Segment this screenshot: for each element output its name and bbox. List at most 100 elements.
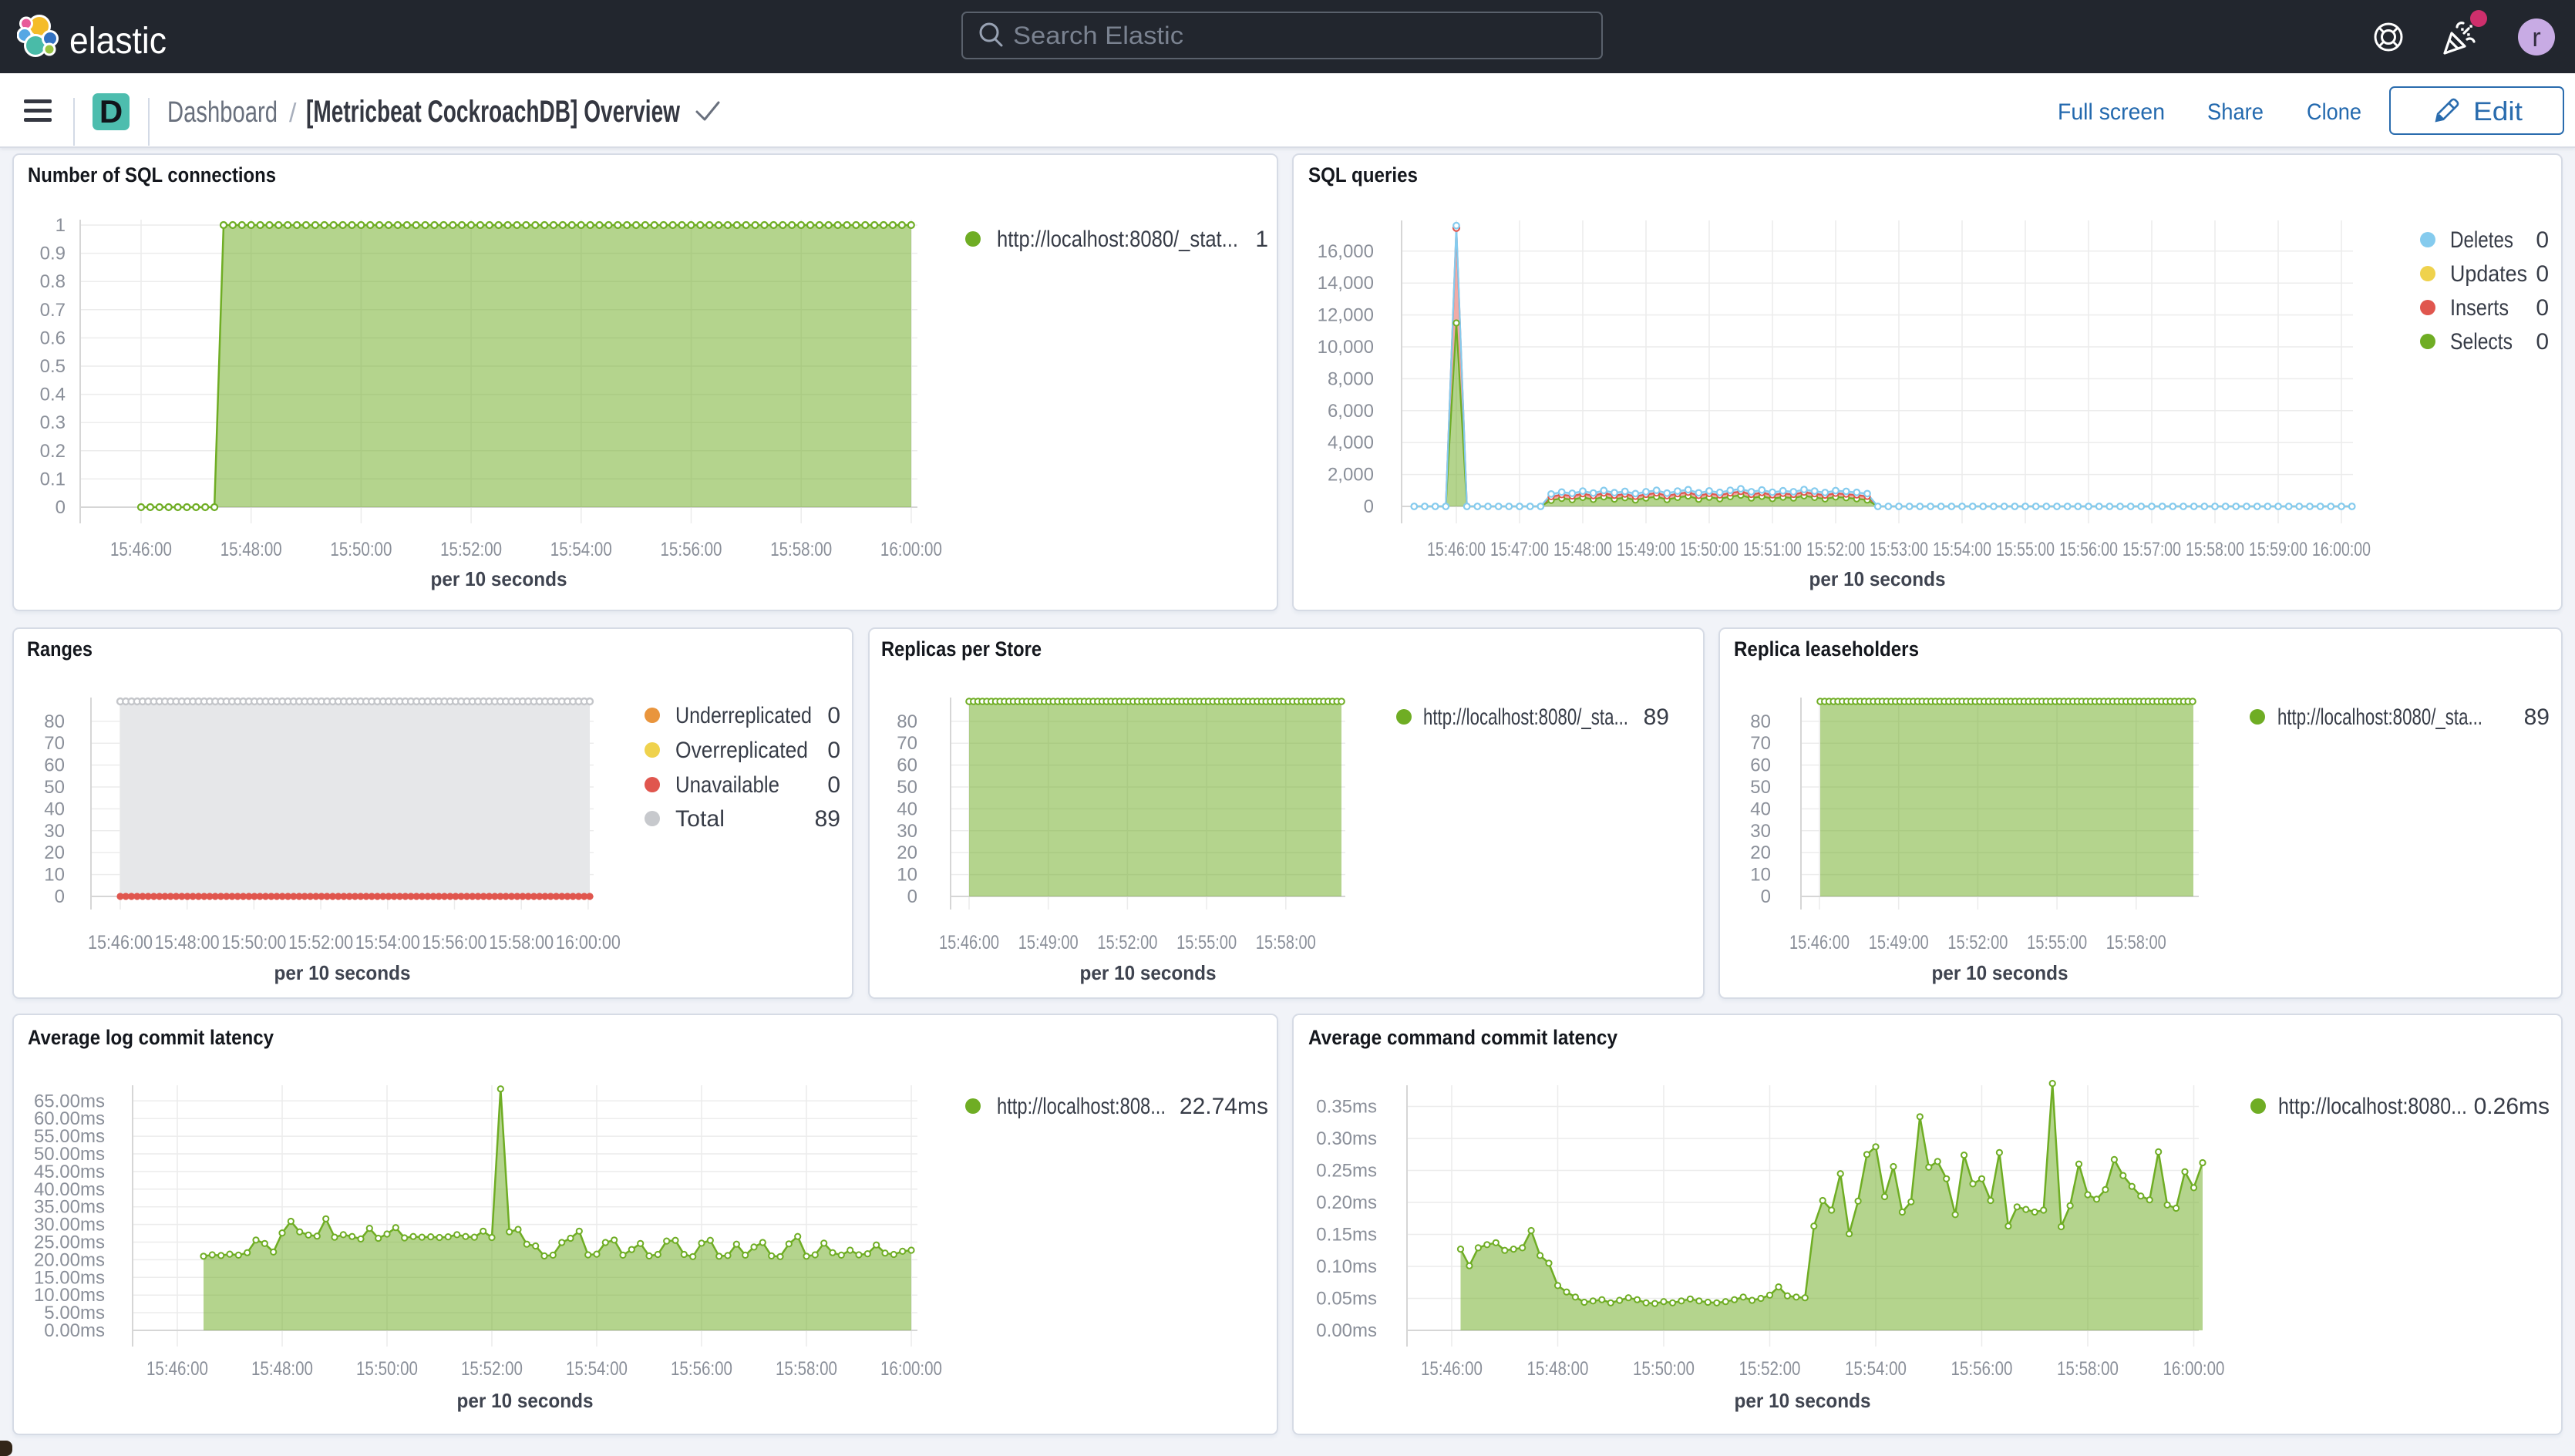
svg-text:15.00ms: 15.00ms (34, 1267, 105, 1288)
svg-text:http://localhost:8080...: http://localhost:8080... (2278, 1094, 2467, 1119)
svg-text:http://localhost:8080/_stat...: http://localhost:8080/_stat... (997, 227, 1238, 252)
svg-text:Updates: Updates (2450, 261, 2527, 287)
svg-text:15:52:00: 15:52:00 (1739, 1358, 1801, 1380)
svg-text:70: 70 (897, 733, 917, 754)
svg-text:0.9: 0.9 (40, 244, 66, 264)
svg-text:0: 0 (2536, 227, 2549, 253)
svg-text:http://localhost:8080/_sta...: http://localhost:8080/_sta... (2277, 704, 2482, 730)
svg-text:15:46:00: 15:46:00 (1421, 1358, 1483, 1380)
svg-text:/: / (289, 99, 297, 128)
svg-text:1: 1 (56, 215, 66, 236)
svg-text:0.15ms: 0.15ms (1316, 1225, 1377, 1246)
svg-text:16:00:00: 16:00:00 (880, 539, 942, 560)
svg-text:10: 10 (1750, 865, 1771, 886)
svg-text:0: 0 (1364, 496, 1374, 517)
svg-text:0.00ms: 0.00ms (44, 1320, 105, 1341)
svg-text:15:50:00: 15:50:00 (221, 932, 286, 953)
svg-text:40: 40 (1750, 799, 1771, 819)
svg-text:per 10 seconds: per 10 seconds (431, 567, 567, 590)
svg-text:15:46:00: 15:46:00 (939, 932, 999, 953)
svg-text:15:47:00: 15:47:00 (1490, 539, 1549, 560)
svg-text:15:54:00: 15:54:00 (566, 1358, 628, 1380)
svg-text:60.00ms: 60.00ms (34, 1108, 105, 1129)
svg-text:15:54:00: 15:54:00 (355, 932, 420, 953)
svg-text:15:49:00: 15:49:00 (1617, 539, 1675, 560)
svg-text:20: 20 (44, 842, 65, 863)
svg-text:15:50:00: 15:50:00 (330, 539, 392, 560)
svg-text:80: 80 (44, 711, 65, 732)
svg-text:0.4: 0.4 (40, 385, 66, 405)
svg-text:40: 40 (897, 799, 917, 819)
svg-text:15:52:00: 15:52:00 (1097, 932, 1157, 953)
svg-text:15:50:00: 15:50:00 (356, 1358, 418, 1380)
svg-text:Ranges: Ranges (27, 637, 93, 661)
svg-text:70: 70 (44, 733, 65, 754)
svg-text:Share: Share (2207, 99, 2264, 125)
svg-text:0: 0 (56, 497, 66, 518)
svg-text:15:58:00: 15:58:00 (489, 932, 554, 953)
svg-text:0.35ms: 0.35ms (1316, 1097, 1377, 1118)
svg-text:0.5: 0.5 (40, 356, 66, 377)
svg-text:15:58:00: 15:58:00 (2186, 539, 2244, 560)
svg-text:15:46:00: 15:46:00 (110, 539, 172, 560)
svg-text:14,000: 14,000 (1318, 273, 1374, 294)
svg-text:15:59:00: 15:59:00 (2249, 539, 2307, 560)
svg-text:15:56:00: 15:56:00 (1951, 1358, 2013, 1380)
svg-text:40: 40 (44, 799, 65, 819)
svg-text:Search Elastic: Search Elastic (1013, 22, 1183, 49)
svg-text:0.25ms: 0.25ms (1316, 1161, 1377, 1182)
svg-text:15:48:00: 15:48:00 (1527, 1358, 1589, 1380)
svg-text:Replicas per Store: Replicas per Store (881, 637, 1042, 661)
svg-text:16:00:00: 16:00:00 (2312, 539, 2371, 560)
svg-text:http://localhost:8080/_sta...: http://localhost:8080/_sta... (1423, 704, 1628, 730)
svg-text:15:54:00: 15:54:00 (1845, 1358, 1907, 1380)
svg-text:Average log commit latency: Average log commit latency (28, 1026, 274, 1049)
svg-text:6,000: 6,000 (1328, 401, 1374, 422)
svg-text:12,000: 12,000 (1318, 305, 1374, 326)
svg-text:60: 60 (1750, 755, 1771, 776)
svg-text:15:52:00: 15:52:00 (1947, 932, 2008, 953)
svg-text:15:46:00: 15:46:00 (1789, 932, 1850, 953)
svg-text:0: 0 (55, 886, 65, 907)
svg-text:60: 60 (897, 755, 917, 776)
svg-text:20: 20 (897, 842, 917, 863)
svg-text:15:56:00: 15:56:00 (2059, 539, 2118, 560)
svg-text:0.3: 0.3 (40, 412, 66, 433)
svg-text:0.10ms: 0.10ms (1316, 1256, 1377, 1277)
svg-text:16:00:00: 16:00:00 (2163, 1358, 2225, 1380)
svg-text:15:53:00: 15:53:00 (1870, 539, 1928, 560)
svg-text:per 10 seconds: per 10 seconds (1735, 1389, 1871, 1412)
svg-text:per 10 seconds: per 10 seconds (1932, 961, 2068, 984)
svg-text:55.00ms: 55.00ms (34, 1126, 105, 1147)
svg-text:15:52:00: 15:52:00 (440, 539, 502, 560)
svg-text:Inserts: Inserts (2450, 295, 2509, 321)
svg-text:15:49:00: 15:49:00 (1018, 932, 1079, 953)
svg-text:0: 0 (827, 703, 840, 728)
svg-text:Unavailable: Unavailable (675, 772, 779, 798)
svg-text:0.05ms: 0.05ms (1316, 1289, 1377, 1310)
svg-text:per 10 seconds: per 10 seconds (1809, 567, 1946, 590)
svg-text:Average command commit latency: Average command commit latency (1308, 1026, 1617, 1049)
svg-text:15:58:00: 15:58:00 (776, 1358, 837, 1380)
svg-text:15:58:00: 15:58:00 (2057, 1358, 2119, 1380)
svg-text:35.00ms: 35.00ms (34, 1197, 105, 1218)
svg-text:15:46:00: 15:46:00 (88, 932, 153, 953)
svg-text:15:58:00: 15:58:00 (2106, 932, 2166, 953)
svg-text:15:48:00: 15:48:00 (251, 1358, 313, 1380)
svg-text:15:50:00: 15:50:00 (1633, 1358, 1695, 1380)
svg-text:65.00ms: 65.00ms (34, 1091, 105, 1111)
svg-text:0.7: 0.7 (40, 300, 66, 321)
svg-text:89: 89 (2524, 704, 2550, 730)
svg-text:Replica leaseholders: Replica leaseholders (1734, 637, 1919, 661)
svg-text:Selects: Selects (2450, 329, 2513, 355)
svg-text:5.00ms: 5.00ms (44, 1303, 105, 1323)
svg-text:0: 0 (2536, 295, 2549, 321)
svg-text:30: 30 (1750, 821, 1771, 842)
svg-text:0: 0 (2536, 261, 2549, 287)
svg-text:SQL queries: SQL queries (1308, 163, 1418, 187)
svg-text:50.00ms: 50.00ms (34, 1144, 105, 1165)
svg-text:8,000: 8,000 (1328, 368, 1374, 389)
svg-text:10: 10 (897, 865, 917, 886)
svg-text:0.2: 0.2 (40, 441, 66, 462)
svg-text:http://localhost:808...: http://localhost:808... (997, 1094, 1166, 1119)
